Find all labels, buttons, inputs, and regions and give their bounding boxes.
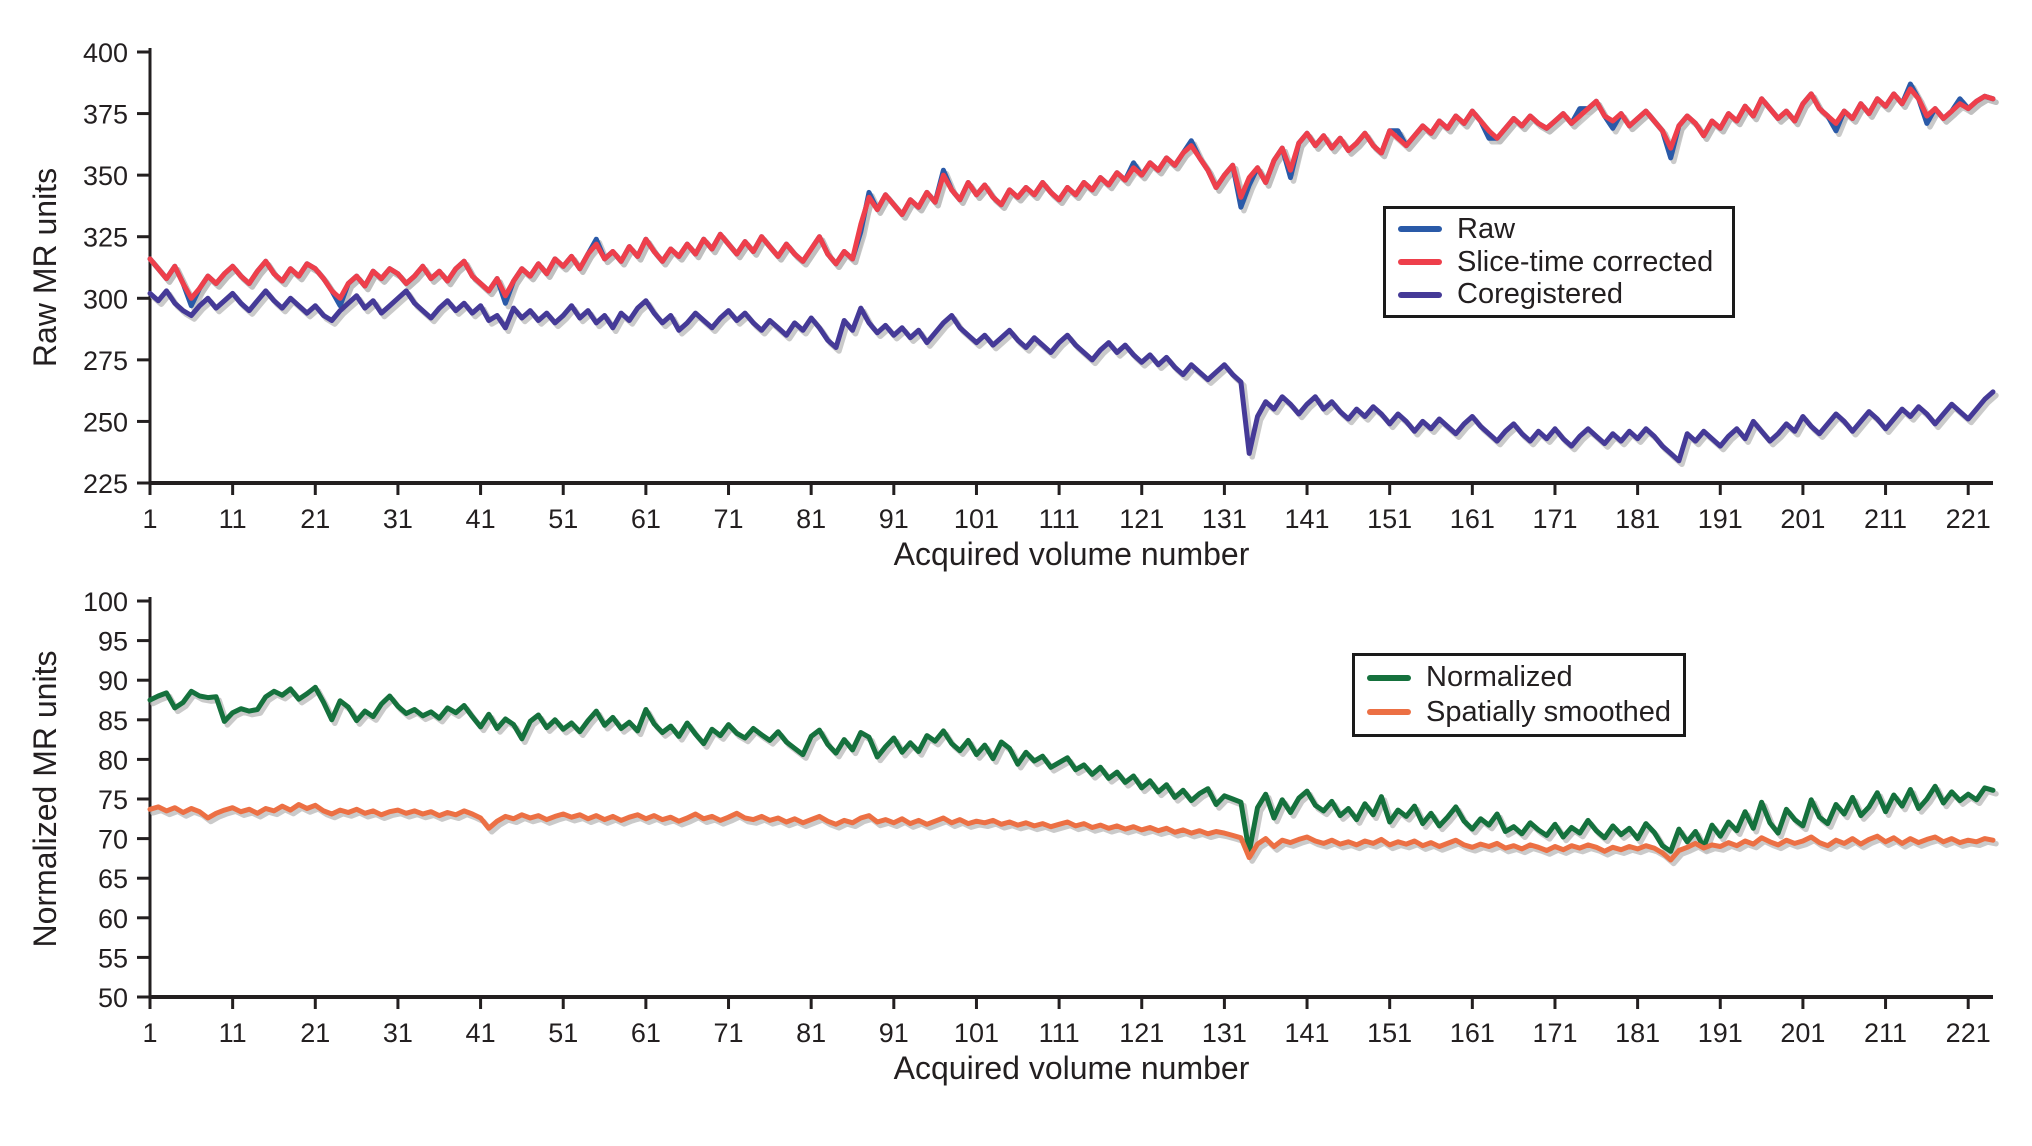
- x-tick-label: 61: [631, 504, 661, 534]
- y-axis-title: Normalized MR units: [27, 651, 63, 948]
- x-tick-label: 101: [954, 1018, 999, 1048]
- x-tick-label: 191: [1698, 1018, 1743, 1048]
- x-tick-label: 221: [1946, 1018, 1991, 1048]
- x-tick-label: 101: [954, 504, 999, 534]
- y-tick-label: 70: [98, 825, 128, 855]
- y-tick-label: 350: [83, 161, 128, 191]
- x-tick-label: 121: [1119, 504, 1164, 534]
- x-tick-label: 31: [383, 1018, 413, 1048]
- x-tick-label: 41: [466, 504, 496, 534]
- x-tick-label: 121: [1119, 1018, 1164, 1048]
- y-tick-label: 90: [98, 666, 128, 696]
- spatially-smoothed-line-swatch: [1367, 709, 1411, 716]
- x-tick-label: 201: [1780, 1018, 1825, 1048]
- x-tick-label: 71: [713, 1018, 743, 1048]
- x-tick-label: 181: [1615, 504, 1660, 534]
- legend-label-coregistered: Coregistered: [1457, 278, 1624, 311]
- slice-time-corrected-line-swatch: [1398, 259, 1442, 265]
- x-tick-label: 71: [713, 504, 743, 534]
- x-axis-title: Acquired volume number: [894, 1050, 1250, 1086]
- x-tick-label: 1: [142, 504, 157, 534]
- y-tick-label: 275: [83, 346, 128, 376]
- x-tick-label: 91: [879, 1018, 909, 1048]
- x-tick-label: 201: [1780, 504, 1825, 534]
- x-tick-label: 211: [1864, 1018, 1907, 1048]
- y-tick-label: 95: [98, 627, 128, 657]
- x-tick-label: 161: [1450, 504, 1495, 534]
- legend-label-normalized: Normalized: [1426, 661, 1573, 694]
- x-tick-label: 151: [1367, 504, 1412, 534]
- x-tick-label: 131: [1202, 1018, 1247, 1048]
- x-tick-label: 141: [1285, 504, 1330, 534]
- x-tick-label: 111: [1039, 504, 1080, 534]
- x-tick-label: 161: [1450, 1018, 1495, 1048]
- legend-label-raw: Raw: [1457, 212, 1516, 245]
- x-tick-label: 21: [300, 504, 330, 534]
- y-tick-label: 85: [98, 706, 128, 736]
- x-tick-label: 141: [1285, 1018, 1330, 1048]
- legend-normalized-mr-units: Normalized Spatially smoothed: [1352, 653, 1686, 737]
- legend-item-raw: Raw: [1398, 212, 1724, 245]
- x-tick-label: 171: [1532, 504, 1577, 534]
- raw-line-swatch: [1398, 226, 1442, 233]
- y-tick-label: 100: [83, 587, 128, 617]
- normalized-line: [147, 684, 1996, 855]
- y-tick-label: 325: [83, 223, 128, 253]
- y-tick-label: 375: [83, 100, 128, 130]
- y-tick-label: 50: [98, 983, 128, 1013]
- y-tick-label: 250: [83, 407, 128, 437]
- x-tick-label: 191: [1698, 504, 1743, 534]
- x-tick-label: 31: [383, 504, 413, 534]
- x-tick-label: 41: [466, 1018, 496, 1048]
- y-tick-label: 80: [98, 745, 128, 775]
- coregistered-line-swatch: [1398, 291, 1442, 298]
- legend-label-slice-time-corrected: Slice-time corrected: [1457, 245, 1714, 278]
- x-tick-label: 11: [219, 504, 247, 534]
- y-tick-label: 75: [98, 785, 128, 815]
- legend-item-slice-time-corrected: Slice-time corrected: [1398, 245, 1724, 278]
- x-tick-label: 51: [548, 504, 578, 534]
- y-tick-label: 60: [98, 904, 128, 934]
- coregistered-line: [147, 288, 1996, 464]
- y-axis-title: Raw MR units: [27, 168, 63, 367]
- legend-raw-mr-units: Raw Slice-time corrected Coregistered: [1383, 206, 1735, 318]
- normalized-line-swatch: [1367, 674, 1411, 681]
- x-tick-label: 181: [1615, 1018, 1660, 1048]
- normalized-line-shadow: [150, 688, 1999, 859]
- x-tick-label: 81: [796, 504, 826, 534]
- legend-label-spatially-smoothed: Spatially smoothed: [1426, 695, 1672, 728]
- legend-item-normalized: Normalized: [1367, 663, 1675, 692]
- spatially-smoothed-line: [147, 802, 1996, 863]
- x-tick-label: 221: [1946, 504, 1991, 534]
- x-tick-label: 21: [300, 1018, 330, 1048]
- y-tick-label: 55: [98, 943, 128, 973]
- legend-item-coregistered: Coregistered: [1398, 280, 1724, 309]
- x-tick-label: 81: [796, 1018, 826, 1048]
- slice-time-corrected-line: [147, 86, 1996, 301]
- x-axis-title: Acquired volume number: [894, 536, 1250, 572]
- x-tick-label: 111: [1039, 1018, 1080, 1048]
- y-tick-label: 225: [83, 469, 128, 499]
- x-tick-label: 171: [1532, 1018, 1577, 1048]
- x-tick-label: 151: [1367, 1018, 1412, 1048]
- y-tick-label: 400: [83, 38, 128, 68]
- legend-item-spatially-smoothed: Spatially smoothed: [1367, 695, 1675, 728]
- y-tick-label: 300: [83, 284, 128, 314]
- x-tick-label: 1: [142, 1018, 157, 1048]
- x-tick-label: 211: [1864, 504, 1907, 534]
- x-tick-label: 61: [631, 1018, 661, 1048]
- y-tick-label: 65: [98, 864, 128, 894]
- x-tick-label: 131: [1202, 504, 1247, 534]
- x-tick-label: 91: [879, 504, 909, 534]
- x-tick-label: 11: [219, 1018, 247, 1048]
- x-tick-label: 51: [548, 1018, 578, 1048]
